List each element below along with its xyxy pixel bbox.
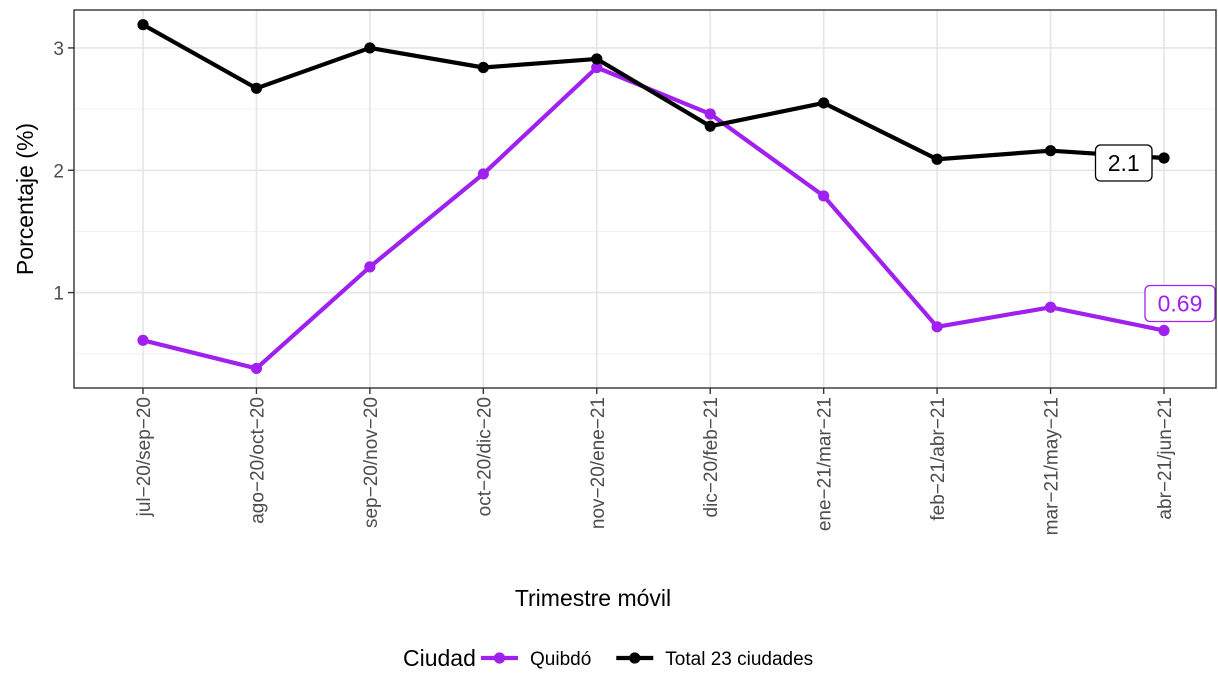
grid-major: [74, 10, 1216, 388]
legend-key-point: [629, 652, 641, 664]
end-label-0: 0.69: [1144, 284, 1216, 323]
x-tick-label: ago−20/oct−20: [247, 397, 268, 524]
data-point: [250, 82, 263, 94]
data-point: [477, 168, 489, 180]
data-point: [818, 97, 830, 109]
series-1: [137, 19, 1170, 165]
data-point: [704, 108, 716, 120]
legend-item-1: Total 23 ciudades: [616, 649, 813, 670]
series-layer: [137, 19, 1170, 375]
data-point: [591, 61, 603, 74]
data-point: [1044, 301, 1057, 313]
legend-item-0: Quibdó: [481, 649, 591, 670]
data-point: [1158, 324, 1170, 337]
y-tick-label: 2: [53, 161, 64, 182]
x-axis: jul−20/sep−20 ago−20/oct−20 sep−20/nov−20 o…: [134, 388, 1176, 535]
legend-key-point: [493, 652, 506, 664]
data-point: [364, 42, 376, 54]
x-tick-label: jul−20/sep−20: [134, 397, 155, 517]
data-point: [931, 153, 943, 165]
legend-label: Quibdó: [530, 649, 591, 670]
legend-title: Ciudad: [403, 645, 476, 671]
data-point: [931, 321, 943, 333]
data-point: [818, 190, 830, 202]
data-point: [1158, 152, 1170, 164]
x-tick-label: sep−20/nov−20: [361, 397, 382, 528]
y-axis-title: Porcentaje (%): [12, 123, 38, 275]
end-label-box: [1144, 284, 1216, 323]
legend-label: Total 23 ciudades: [665, 649, 813, 670]
panel-border: [73, 9, 1217, 389]
y-tick-label: 1: [53, 284, 64, 305]
end-label-text: 2.1: [1108, 150, 1140, 176]
data-point: [591, 53, 603, 65]
end-label-1: 2.1: [1094, 144, 1153, 182]
legend: Ciudad Quibdó Total 23 ciudades: [403, 645, 813, 671]
x-axis-title: Trimestre móvil: [515, 585, 671, 611]
series-line: [141, 22, 1165, 162]
grid-minor: [74, 108, 1216, 355]
data-point: [477, 61, 489, 74]
end-label-box: [1094, 144, 1153, 182]
x-tick-label: abr−21/jun−21: [1155, 397, 1176, 520]
data-point: [704, 120, 716, 132]
data-point: [364, 261, 376, 273]
data-point: [137, 334, 149, 346]
y-axis: 1 2 3: [53, 39, 74, 305]
end-labels: 0.69 2.1: [1094, 144, 1216, 323]
x-tick-label: ene−21/mar−21: [815, 397, 836, 531]
x-tick-label: feb−21/abr−21: [928, 397, 949, 521]
data-point: [1044, 145, 1057, 157]
x-tick-label: dic−20/feb−21: [701, 397, 722, 517]
y-tick-label: 3: [53, 39, 64, 60]
x-tick-label: mar−21/may−21: [1042, 397, 1063, 535]
data-point: [250, 362, 263, 375]
data-point: [137, 19, 149, 31]
x-tick-label: oct−20/dic−20: [474, 397, 495, 516]
end-label-text: 0.69: [1158, 291, 1203, 317]
x-tick-label: nov−20/ene−21: [588, 397, 609, 529]
